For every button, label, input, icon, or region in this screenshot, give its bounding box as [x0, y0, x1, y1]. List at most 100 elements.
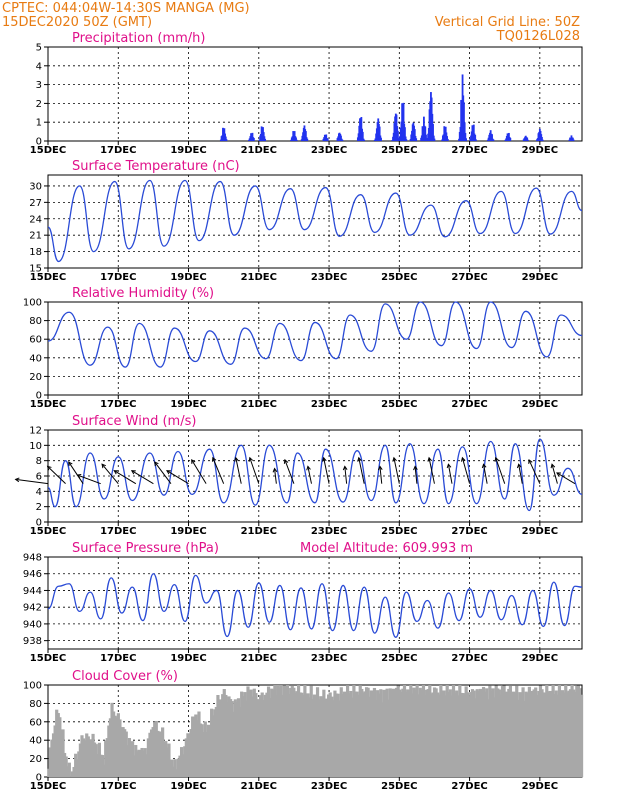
cloud-cover-xtick-label: 17DEC	[100, 781, 136, 792]
wind-arrow	[68, 461, 84, 484]
pressure-title: Surface Pressure (hPa)	[72, 541, 219, 556]
cloud-cover-xtick-label: 23DEC	[311, 781, 347, 792]
wind-arrow-head	[68, 461, 73, 467]
precipitation-title: Precipitation (mm/h)	[72, 31, 205, 46]
wind-arrow	[113, 470, 137, 485]
precip-bar	[378, 126, 381, 141]
cloud-cover-ytick-label: 60	[29, 717, 42, 728]
humidity-ytick-label: 20	[29, 372, 42, 383]
pressure-xtick-label: 17DEC	[100, 653, 136, 664]
wind-arrow	[393, 457, 400, 484]
precip-bar	[472, 124, 475, 141]
pressure-xtick-label: 25DEC	[381, 653, 417, 664]
temperature-ytick-label: 21	[29, 231, 42, 242]
pressure-xtick-label: 21DEC	[241, 653, 277, 664]
temperature-ytick-label: 15	[29, 264, 42, 275]
cloud-bar	[167, 743, 171, 777]
humidity-ytick-label: 60	[29, 335, 42, 346]
pressure-ytick-label: 938	[23, 636, 42, 647]
wind-arrow	[307, 466, 312, 484]
precipitation-panel: 0 1 2 3 4 5 15DEC 17DEC 19DEC 21DEC 23DEC 25DEC 27DE…	[30, 31, 583, 156]
precip-bar	[572, 139, 575, 141]
wind-arrow	[284, 459, 295, 484]
precipitation-ytick-label: 3	[36, 80, 42, 91]
precip-bar	[415, 138, 418, 141]
humidity-ytick-label: 80	[29, 316, 42, 327]
wind-arrow	[358, 457, 365, 484]
precip-bar	[224, 136, 227, 141]
wind-arrow	[344, 466, 348, 484]
precip-bar	[264, 138, 267, 141]
wind-series-line	[47, 438, 583, 512]
cloud-cover-xtick-label: 15DEC	[30, 781, 66, 792]
wind-arrow-head	[481, 463, 487, 469]
humidity-series-line	[47, 301, 583, 368]
precip-bar	[263, 136, 266, 141]
wind-ytick-label: 0	[36, 518, 42, 529]
cloud-cover-xtick-label: 25DEC	[381, 781, 417, 792]
wind-arrow	[274, 468, 277, 484]
temperature-title: Surface Temperature (nC)	[72, 159, 240, 174]
wind-arrow	[551, 464, 558, 484]
wind-ytick-label: 4	[36, 487, 42, 498]
temperature-xtick-label: 25DEC	[381, 272, 417, 283]
precip-bar	[492, 139, 495, 141]
pressure-xtick-label: 29DEC	[522, 653, 558, 664]
model-code: TQ0126L028	[496, 29, 580, 44]
temperature-panel: 15 18 21 24 27 30 15DEC 17DEC 19DEC 21DEC 23DEC 25D…	[29, 159, 583, 283]
wind-xtick-label: 21DEC	[241, 526, 277, 537]
precip-bar	[405, 139, 408, 141]
cloud-bar	[173, 759, 177, 777]
precip-bar	[463, 122, 466, 141]
wind-ytick-label: 2	[36, 502, 42, 513]
cloud-cover-ytick-label: 0	[36, 773, 42, 784]
wind-arrow	[131, 470, 154, 485]
wind-panel: 0 2 4 6 8 10 12 15DEC 17DEC 19DEC 21DEC 23DEC 25DEC 2…	[14, 414, 583, 537]
precip-bar	[363, 139, 366, 141]
wind-arrow-head	[427, 456, 433, 462]
precip-bar	[252, 137, 255, 141]
wind-arrow-head	[550, 463, 556, 469]
cloud-cover-title: Cloud Cover (%)	[72, 669, 178, 684]
humidity-ytick-label: 40	[29, 353, 42, 364]
humidity-xtick-label: 27DEC	[451, 399, 487, 410]
precipitation-xtick-label: 29DEC	[522, 145, 558, 156]
cloud-cover-panel: 0 20 40 60 80 100 15DEC 17DEC 19DEC 21DEC 23DEC 25D…	[23, 669, 584, 792]
precipitation-xtick-label: 25DEC	[381, 145, 417, 156]
wind-arrow	[447, 464, 453, 484]
wind-arrow-head	[248, 456, 254, 462]
precip-bar	[465, 138, 467, 141]
temperature-xtick-label: 29DEC	[522, 272, 558, 283]
precip-bar	[571, 137, 574, 141]
precipitation-xtick-label: 15DEC	[30, 145, 66, 156]
humidity-xtick-label: 19DEC	[170, 399, 206, 410]
precip-bar	[446, 138, 449, 141]
wind-arrow-head	[46, 465, 52, 471]
precipitation-ytick-label: 5	[36, 43, 42, 54]
wind-arrow-head	[342, 465, 348, 471]
wind-xtick-label: 17DEC	[100, 526, 136, 537]
precip-bar	[295, 137, 297, 141]
cloud-cover-xtick-label: 27DEC	[451, 781, 487, 792]
run-date: 15DEC2020 50Z (GMT)	[2, 15, 152, 30]
precip-bar	[526, 137, 529, 141]
precip-bar	[306, 138, 309, 141]
wind-arrow	[414, 466, 418, 484]
precip-bar	[526, 139, 529, 141]
precip-bar	[404, 127, 406, 141]
precipitation-xtick-label: 17DEC	[100, 145, 136, 156]
wind-arrow-head	[14, 477, 20, 483]
precipitation-frame	[47, 46, 583, 142]
humidity-xtick-label: 23DEC	[311, 399, 347, 410]
wind-arrow-head	[413, 465, 418, 471]
wind-ytick-label: 6	[36, 472, 42, 483]
precip-bar	[413, 129, 416, 141]
pressure-xtick-label: 27DEC	[451, 653, 487, 664]
precip-bar	[295, 139, 298, 141]
precipitation-xtick-label: 21DEC	[241, 145, 277, 156]
precip-bar	[491, 134, 493, 141]
cloud-bars	[47, 685, 584, 777]
wind-xtick-label: 27DEC	[451, 526, 487, 537]
wind-arrow-head	[494, 456, 500, 462]
